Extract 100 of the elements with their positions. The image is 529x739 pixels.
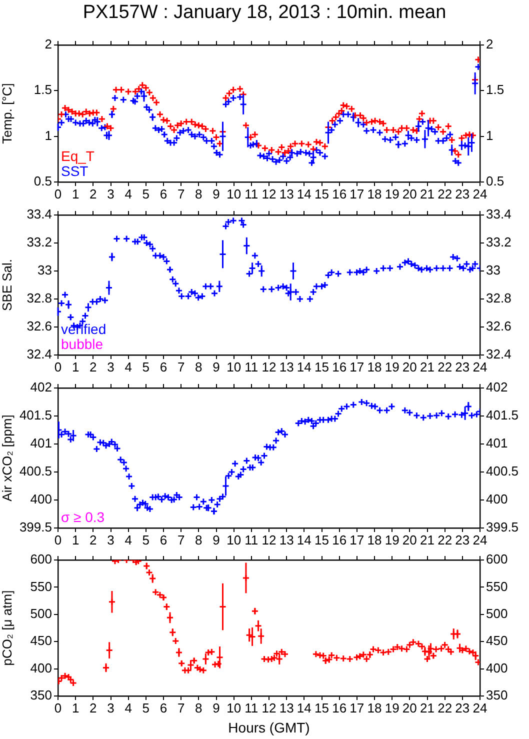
x-tick-label: 16 bbox=[332, 532, 347, 548]
y-tick-label: 32.8 bbox=[26, 290, 52, 306]
x-tick-label: 7 bbox=[177, 359, 185, 374]
x-tick-label: 20 bbox=[402, 359, 417, 374]
x-tick-label: 5 bbox=[142, 700, 150, 716]
y2-tick-label: 500 bbox=[486, 606, 508, 621]
x-tick-label: 10 bbox=[226, 359, 242, 374]
x-tick-label: 16 bbox=[332, 700, 347, 716]
x-tick-label: 14 bbox=[296, 532, 312, 548]
y2-tick-label: 2 bbox=[486, 36, 494, 52]
y2-tick-label: 32.4 bbox=[486, 346, 512, 362]
x-tick-label: 1 bbox=[72, 359, 80, 374]
annotation: σ ≥ 0.3 bbox=[61, 509, 105, 525]
x-tick-label: 12 bbox=[262, 359, 276, 374]
y-tick-label: 400.5 bbox=[19, 464, 52, 479]
x-tick-label: 15 bbox=[314, 359, 329, 374]
y-tick-label: 500 bbox=[30, 606, 52, 621]
x-tick-label: 0 bbox=[54, 532, 62, 548]
x-tick-label: 4 bbox=[124, 700, 132, 716]
y2-tick-label: 32.8 bbox=[486, 290, 512, 306]
y2-tick-label: 350 bbox=[486, 688, 508, 703]
y-tick-label: 600 bbox=[30, 552, 52, 567]
x-axis-title: Hours (GMT) bbox=[228, 719, 310, 736]
x-tick-label: 10 bbox=[226, 186, 242, 202]
x-tick-label: 18 bbox=[367, 700, 382, 716]
x-tick-label: 2 bbox=[90, 532, 97, 548]
x-tick-label: 1 bbox=[72, 532, 80, 548]
x-tick-label: 21 bbox=[420, 532, 434, 548]
x-tick-label: 13 bbox=[279, 532, 294, 548]
y2-tick-label: 402 bbox=[486, 380, 508, 395]
y2-tick-label: 33.2 bbox=[486, 234, 512, 250]
x-tick-label: 19 bbox=[384, 359, 400, 374]
x-tick-label: 8 bbox=[195, 359, 202, 374]
y2-tick-label: 450 bbox=[486, 633, 508, 648]
x-tick-label: 17 bbox=[350, 186, 364, 202]
x-tick-label: 13 bbox=[279, 700, 294, 716]
x-tick-label: 6 bbox=[160, 700, 168, 716]
x-tick-label: 23 bbox=[455, 532, 470, 548]
x-tick-label: 21 bbox=[420, 359, 434, 374]
y-tick-label: 550 bbox=[30, 578, 52, 594]
x-tick-label: 14 bbox=[296, 359, 312, 374]
x-tick-label: 14 bbox=[296, 700, 312, 716]
x-tick-label: 13 bbox=[279, 359, 294, 374]
y-tick-label: 1 bbox=[44, 128, 52, 143]
text: SST bbox=[61, 163, 89, 179]
y2-tick-label: 401 bbox=[486, 436, 508, 451]
y2-tick-label: 1.5 bbox=[486, 82, 504, 98]
x-tick-label: 12 bbox=[262, 532, 276, 548]
x-tick-label: 11 bbox=[244, 186, 258, 202]
x-tick-label: 16 bbox=[332, 359, 347, 374]
x-tick-label: 3 bbox=[107, 532, 114, 548]
y-tick-label: 32.4 bbox=[26, 346, 52, 362]
x-tick-label: 8 bbox=[195, 186, 202, 202]
x-tick-label: 17 bbox=[350, 532, 364, 548]
y-tick-label: 2 bbox=[44, 36, 52, 52]
x-tick-label: 5 bbox=[142, 532, 150, 548]
x-tick-label: 7 bbox=[177, 532, 185, 548]
y-tick-label: 33.2 bbox=[26, 234, 52, 250]
x-tick-label: 4 bbox=[124, 186, 132, 202]
y2-tick-label: 0.5 bbox=[486, 174, 504, 189]
x-tick-label: 9 bbox=[212, 186, 220, 202]
x-tick-label: 19 bbox=[384, 186, 400, 202]
x-tick-label: 12 bbox=[262, 700, 276, 716]
x-tick-label: 16 bbox=[332, 186, 347, 202]
x-tick-label: 20 bbox=[402, 700, 417, 716]
annotation: bubble bbox=[61, 336, 104, 352]
x-tick-label: 4 bbox=[124, 532, 132, 548]
x-tick-label: 8 bbox=[195, 532, 202, 548]
x-tick-label: 11 bbox=[244, 359, 258, 374]
x-tick-label: 23 bbox=[455, 186, 470, 202]
x-tick-label: 23 bbox=[455, 700, 470, 716]
y-tick-label: 32.6 bbox=[26, 318, 52, 334]
y2-tick-label: 1 bbox=[486, 128, 494, 143]
x-tick-label: 14 bbox=[296, 186, 312, 202]
x-tick-label: 10 bbox=[226, 700, 242, 716]
y2-tick-label: 33 bbox=[486, 262, 500, 278]
y-tick-label: 350 bbox=[30, 688, 52, 703]
series-label: Eq_T bbox=[61, 148, 95, 164]
x-tick-label: 21 bbox=[420, 186, 434, 202]
x-tick-label: 7 bbox=[177, 186, 185, 202]
y-axis-title: SBE Sal. bbox=[0, 258, 14, 312]
x-tick-label: 11 bbox=[244, 700, 258, 716]
y-tick-label: 401 bbox=[30, 436, 52, 451]
x-tick-label: 9 bbox=[212, 532, 220, 548]
x-tick-label: 2 bbox=[90, 700, 97, 716]
y-tick-label: 400 bbox=[30, 492, 52, 507]
y2-tick-label: 401.5 bbox=[486, 408, 519, 423]
y-axis-title: pCO₂ [μ atm] bbox=[0, 590, 14, 666]
x-tick-label: 18 bbox=[367, 532, 382, 548]
y-tick-label: 33.4 bbox=[26, 206, 52, 222]
x-tick-label: 3 bbox=[107, 700, 114, 716]
x-tick-label: 5 bbox=[142, 359, 150, 374]
x-tick-label: 23 bbox=[455, 359, 470, 374]
x-tick-label: 0 bbox=[54, 359, 62, 374]
y2-tick-label: 400 bbox=[486, 660, 508, 676]
y-tick-label: 400 bbox=[30, 660, 52, 676]
x-tick-label: 10 bbox=[226, 532, 242, 548]
y2-tick-label: 33.4 bbox=[486, 206, 512, 222]
y-tick-label: 1.5 bbox=[34, 82, 52, 98]
y-axis-title: Air xCO₂ [ppm] bbox=[0, 414, 14, 502]
